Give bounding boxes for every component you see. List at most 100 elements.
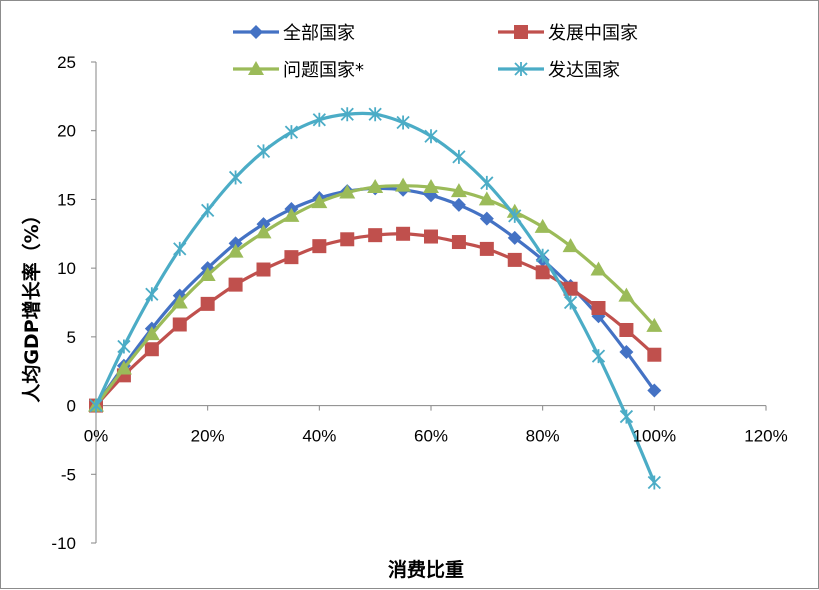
data-point <box>424 129 438 144</box>
legend-item: 发展中国家 <box>498 23 638 44</box>
data-point <box>618 287 635 302</box>
data-point <box>562 238 579 253</box>
series-layer <box>88 107 663 490</box>
data-point <box>89 398 103 413</box>
data-point <box>367 179 384 194</box>
data-point <box>534 218 551 233</box>
legend-label: 发达国家 <box>548 60 620 81</box>
y-tick-label: 5 <box>67 328 76 347</box>
legend-swatch-marker <box>248 61 264 75</box>
x-tick-label: 80% <box>526 427 560 446</box>
data-point <box>647 475 661 490</box>
data-point <box>619 409 634 424</box>
x-tick-label: 0% <box>84 427 109 446</box>
data-point <box>171 294 188 309</box>
data-point <box>144 342 159 357</box>
data-point <box>563 281 578 296</box>
legend-swatch-marker <box>249 25 263 39</box>
data-point <box>255 224 272 239</box>
data-point <box>535 265 550 280</box>
data-point <box>312 239 327 254</box>
legend-swatch-marker <box>514 62 528 76</box>
data-point <box>396 115 410 130</box>
data-point <box>284 125 299 140</box>
data-point <box>424 229 438 244</box>
y-tick-label: 0 <box>67 397 76 416</box>
series-3 <box>88 177 663 412</box>
data-point <box>478 191 495 206</box>
data-point <box>368 228 383 243</box>
data-point <box>619 322 634 337</box>
data-point <box>339 184 356 199</box>
y-tick-label: -10 <box>51 534 76 553</box>
legend-label: 问题国家* <box>283 60 364 81</box>
y-axis-title: 人均GDP增长率（%） <box>20 205 43 402</box>
data-point <box>479 241 494 256</box>
data-point <box>201 203 215 218</box>
legend-swatch-marker <box>514 25 528 39</box>
y-tick-label: 15 <box>57 190 76 209</box>
data-point <box>228 170 243 185</box>
legend-label: 全部国家 <box>283 23 355 44</box>
data-point <box>283 207 300 222</box>
data-point <box>172 317 187 332</box>
data-point <box>395 177 412 192</box>
data-point <box>452 149 466 164</box>
x-tick-label: 60% <box>414 427 448 446</box>
data-point <box>340 232 355 247</box>
data-point <box>396 226 411 241</box>
data-point <box>256 262 271 277</box>
x-tick-label: 100% <box>633 427 676 446</box>
series-2 <box>89 226 662 413</box>
data-point <box>508 208 522 223</box>
data-point <box>284 250 299 265</box>
data-point <box>646 317 663 332</box>
data-point <box>368 107 382 122</box>
data-point <box>479 211 494 226</box>
data-point <box>312 112 326 127</box>
data-point <box>228 277 243 292</box>
data-point <box>590 261 607 276</box>
x-axis-title: 消费比重 <box>388 558 464 581</box>
x-tick-label: 120% <box>744 427 787 446</box>
legend-item: 发达国家 <box>498 60 620 81</box>
data-point <box>145 287 159 302</box>
data-point <box>450 183 467 198</box>
data-point <box>591 349 606 364</box>
legend-label: 发展中国家 <box>548 23 638 44</box>
data-point <box>173 241 187 256</box>
y-tick-label: 25 <box>57 53 76 72</box>
data-point <box>480 175 494 190</box>
data-point <box>451 235 466 250</box>
data-point <box>423 179 439 194</box>
data-point <box>228 236 243 251</box>
y-tick-label: 10 <box>57 259 76 278</box>
data-point <box>311 194 328 209</box>
legend-item: 问题国家* <box>233 60 364 81</box>
data-point <box>115 360 132 375</box>
data-point <box>647 347 662 362</box>
legend-item: 全部国家 <box>233 23 355 44</box>
data-point <box>451 197 466 212</box>
data-point <box>256 144 271 159</box>
data-point <box>340 107 354 122</box>
data-point <box>507 230 522 245</box>
data-point <box>227 243 244 258</box>
data-point <box>647 383 662 398</box>
data-point <box>117 339 131 354</box>
y-tick-label: -5 <box>61 465 76 484</box>
data-point <box>256 217 271 232</box>
x-tick-label: 40% <box>302 427 336 446</box>
data-point <box>536 248 550 263</box>
data-point <box>199 267 216 282</box>
y-tick-label: 20 <box>57 122 76 141</box>
data-point <box>591 300 606 315</box>
data-point <box>200 296 215 311</box>
x-tick-label: 20% <box>191 427 225 446</box>
data-point <box>143 326 160 341</box>
data-point <box>563 295 578 310</box>
series-4 <box>89 107 661 490</box>
